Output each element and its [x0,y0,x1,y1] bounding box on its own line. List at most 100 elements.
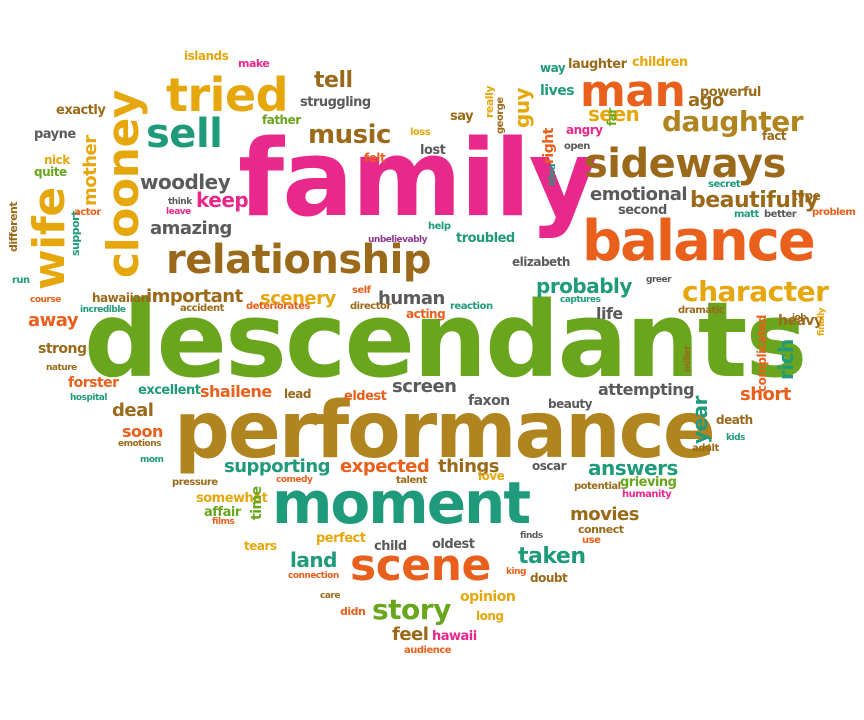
word-connection: connection [288,571,339,581]
word-angry: angry [566,123,603,137]
word-loss: loss [410,127,431,138]
word-kids: kids [726,433,745,443]
word-make: make [238,57,270,70]
word-oscar: oscar [532,459,567,473]
word-time: time [249,486,265,520]
word-job: job [792,313,807,323]
word-woodley: woodley [140,170,231,194]
word-performance: performance [174,386,716,476]
word-type: type [792,189,821,203]
word-lead: lead [284,387,311,401]
word-finds: finds [520,531,543,541]
word-way: way [540,61,566,75]
word-keeps: keeps [196,188,260,212]
word-laughter: laughter [568,57,627,72]
word-oldest: oldest [432,537,475,552]
word-think: think [168,197,192,207]
word-better: better [764,209,797,220]
word-ago: ago [688,90,724,111]
word-george: george [495,97,506,134]
word-heavy: heavy [778,313,823,329]
word-scenery: scenery [260,288,336,309]
word-affair: affair [204,505,241,520]
word-soon: soon [122,422,163,441]
word-guy: guy [510,87,534,128]
word-hawaii: hawaii [432,629,477,644]
word-idea: idea [547,163,558,186]
word-finally: finally [817,307,827,336]
word-sideways: sideways [584,141,786,187]
word-rich: rich [774,339,798,380]
word-child: child [374,539,407,554]
word-deteriorates: deteriorates [246,301,310,312]
word-descendants: descendants [84,279,807,401]
word-actor: actor [74,207,101,218]
word-daughter: daughter [662,105,804,138]
word-somewhat: somewhat [196,491,268,506]
word-tell: tell [314,68,353,93]
word-faxon: faxon [468,393,510,409]
word-emotions: emotions [118,439,162,449]
word-different: different [7,201,20,252]
word-grieving: grieving [620,475,677,490]
word-greer: greer [646,275,672,285]
word-deal: deal [112,400,154,421]
word-complicated: complicated [755,315,769,392]
word-relationship: relationship [166,237,431,283]
word-perfect: perfect [316,531,366,546]
word-accident: accident [180,303,224,314]
word-course: course [30,295,61,305]
word-beautifully: beautifully [690,188,819,213]
word-reaction: reaction [450,301,493,312]
word-hospital: hospital [70,393,107,403]
word-didn: didn [340,605,366,618]
word-moment: moment [272,469,531,537]
word-character: character [682,275,829,308]
word-short: short [740,384,791,405]
word-felt: felt [364,151,386,165]
word-shailene: shailene [200,382,272,401]
word-islands: islands [184,49,229,63]
word-quite: quite [34,165,67,179]
word-forster: forster [68,375,119,391]
word-matt: matt [734,209,759,220]
word-mom: mom [140,455,164,465]
word-mother: mother [80,135,101,206]
word-tears: tears [244,539,277,553]
word-open: open [564,141,590,152]
word-director: director [350,301,391,312]
word-excellent: excellent [138,383,201,398]
word-feel: feel [392,624,429,645]
word-children: children [632,55,688,70]
word-tried: tried [166,68,289,122]
word-right: right [541,128,557,164]
word-king: king [506,567,526,577]
word-connect: connect [578,523,624,536]
word-long: long [476,609,504,623]
word-captures: captures [560,295,601,305]
word-miller: miller [683,345,693,372]
word-nature: nature [46,363,77,373]
word-run: run [12,275,30,286]
word-eldest: eldest [344,389,387,404]
word-strong: strong [38,341,87,357]
word-life: life [596,304,623,323]
word-emotional: emotional [590,184,688,205]
word-hawaiian: hawaiian [92,291,149,305]
word-father: father [262,113,301,127]
word-wife: wife [24,187,75,290]
word-year: year [688,396,712,444]
word-things: things [438,456,500,477]
word-scene: scene [350,540,491,591]
word-second: second [618,203,667,218]
word-unbelievably: unbelievably [368,235,427,245]
word-struggling: struggling [300,95,371,110]
word-troubled: troubled [456,231,515,246]
word-sell: sell [146,111,223,157]
word-incredible: incredible [80,305,126,315]
word-screen: screen [392,376,457,397]
word-man: man [580,66,686,117]
word-exactly: exactly [56,103,106,118]
word-really: really [483,85,496,118]
